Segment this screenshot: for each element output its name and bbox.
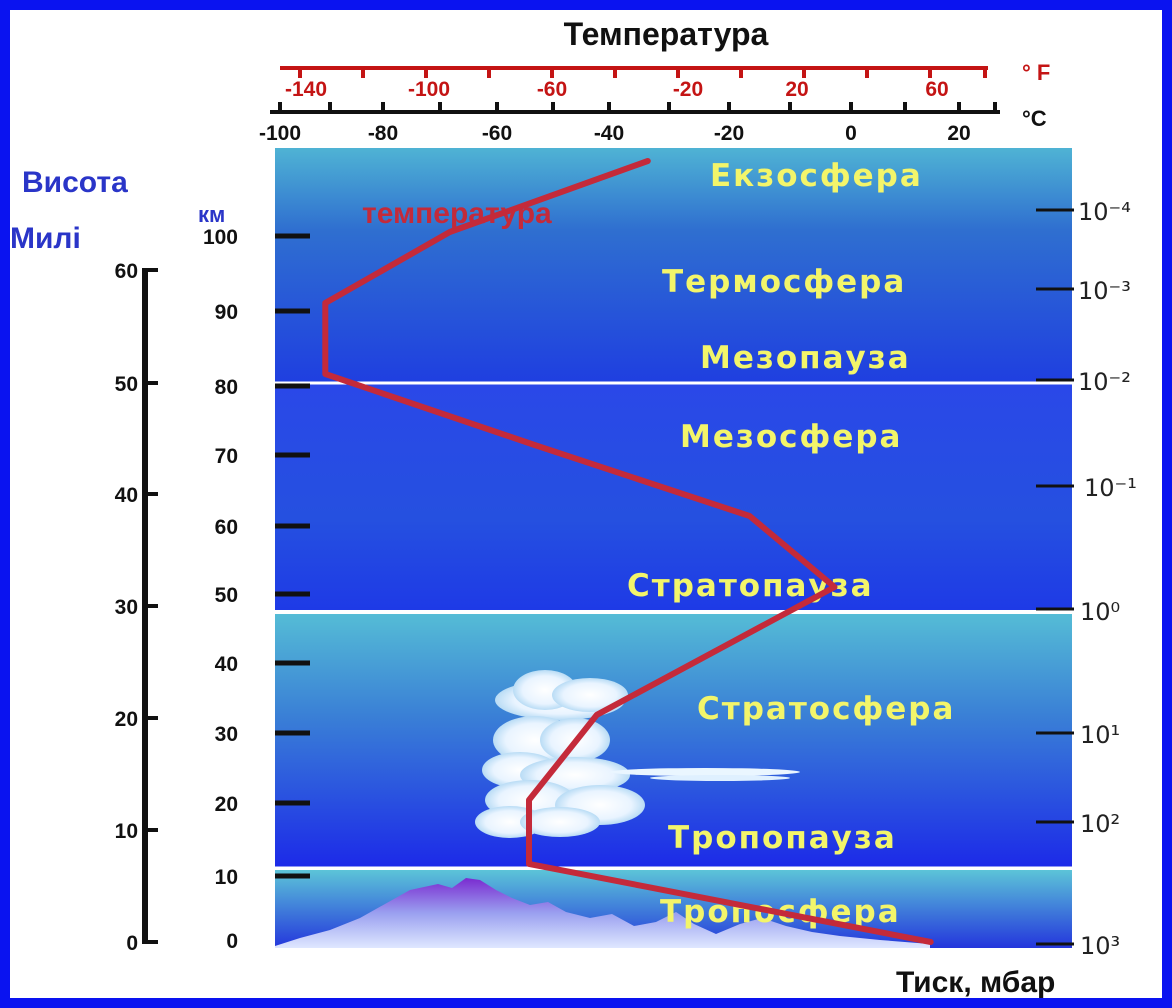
pressure-tick-label: 10⁰ (1080, 598, 1120, 626)
pressure-tick-label: 10⁻¹ (1084, 474, 1137, 502)
celsius-tick-label: -40 (594, 122, 624, 145)
temperature-curve (322, 158, 934, 945)
km-label: км (198, 202, 225, 227)
km-tick-label: 60 (215, 516, 238, 539)
pressure-tick-label: 10² (1080, 810, 1120, 838)
km-tick-label: 0 (226, 930, 238, 953)
pressure-tick-label: 10⁻² (1078, 368, 1131, 396)
layer-label-thermosphere: Термосфера (662, 264, 906, 300)
altitude-title: Висота (22, 166, 128, 199)
layer-label-exosphere: Екзосфера (710, 158, 923, 194)
celsius-tick-label: 20 (947, 122, 970, 145)
layer-label-stratosphere: Стратосфера (697, 691, 955, 727)
pressure-tick-label: 10⁻³ (1078, 277, 1131, 305)
fahrenheit-unit: ° F (1022, 60, 1050, 85)
fahrenheit-tick-label: -140 (285, 78, 327, 101)
pressure-title: Тиск, мбар (896, 966, 1055, 999)
fahrenheit-tick-label: -20 (673, 78, 703, 101)
miles-axis: 60 50 40 30 20 10 0 (115, 260, 158, 955)
mountains (275, 878, 930, 948)
pressure-axis: 10⁻⁴ 10⁻³ 10⁻² 10⁻¹ 10⁰ 10¹ 10² 10³ Тиск… (896, 198, 1137, 999)
fahrenheit-tick-label: -60 (537, 78, 567, 101)
celsius-tick-label: 0 (845, 122, 857, 145)
mile-tick-label: 10 (115, 820, 138, 843)
km-tick-label: 80 (215, 376, 238, 399)
panel-stratosphere (275, 614, 1072, 867)
km-tick-label: 40 (215, 653, 238, 676)
layer-label-tropopause: Тропопауза (668, 820, 897, 856)
layer-label-mesopause: Мезопауза (700, 340, 911, 376)
mile-tick-label: 30 (115, 596, 138, 619)
mile-tick-label: 20 (115, 708, 138, 731)
temperature-title: Температура (564, 16, 769, 52)
fahrenheit-tick-label: 60 (925, 78, 948, 101)
mile-tick-label: 50 (115, 373, 138, 396)
km-tick-label: 30 (215, 723, 238, 746)
mile-tick-label: 60 (115, 260, 138, 283)
pressure-tick-label: 10⁻⁴ (1078, 198, 1131, 226)
celsius-unit: °C (1022, 106, 1047, 131)
km-tick-label: 100 (203, 226, 238, 249)
km-tick-label: 10 (215, 866, 238, 889)
miles-label: Милі (10, 222, 81, 255)
panel-upper (275, 148, 1072, 382)
fahrenheit-tick-label: -100 (408, 78, 450, 101)
pressure-tick-label: 10³ (1080, 932, 1120, 960)
km-tick-label: 20 (215, 793, 238, 816)
km-tick-label: 90 (215, 301, 238, 324)
celsius-tick-label: -80 (368, 122, 398, 145)
km-tick-label: 70 (215, 445, 238, 468)
mile-tick-label: 40 (115, 484, 138, 507)
km-axis: 100 90 80 70 60 50 40 30 20 10 0 (203, 226, 310, 953)
fahrenheit-axis: -140 -100 -60 -20 20 60 ° F (280, 60, 1050, 101)
temperature-curve-label: температура (362, 197, 552, 230)
cloud-icon (475, 670, 800, 838)
celsius-axis: -100 -80 -60 -40 -20 0 20 °C (259, 102, 1047, 145)
pressure-tick-label: 10¹ (1080, 721, 1120, 749)
celsius-tick-label: -100 (259, 122, 301, 145)
km-tick-label: 50 (215, 584, 238, 607)
celsius-tick-label: -20 (714, 122, 744, 145)
celsius-tick-label: -60 (482, 122, 512, 145)
panel-mesosphere (275, 384, 1072, 610)
layer-label-mesosphere: Мезосфера (680, 419, 902, 455)
mile-tick-label: 0 (126, 932, 138, 955)
fahrenheit-tick-label: 20 (785, 78, 808, 101)
